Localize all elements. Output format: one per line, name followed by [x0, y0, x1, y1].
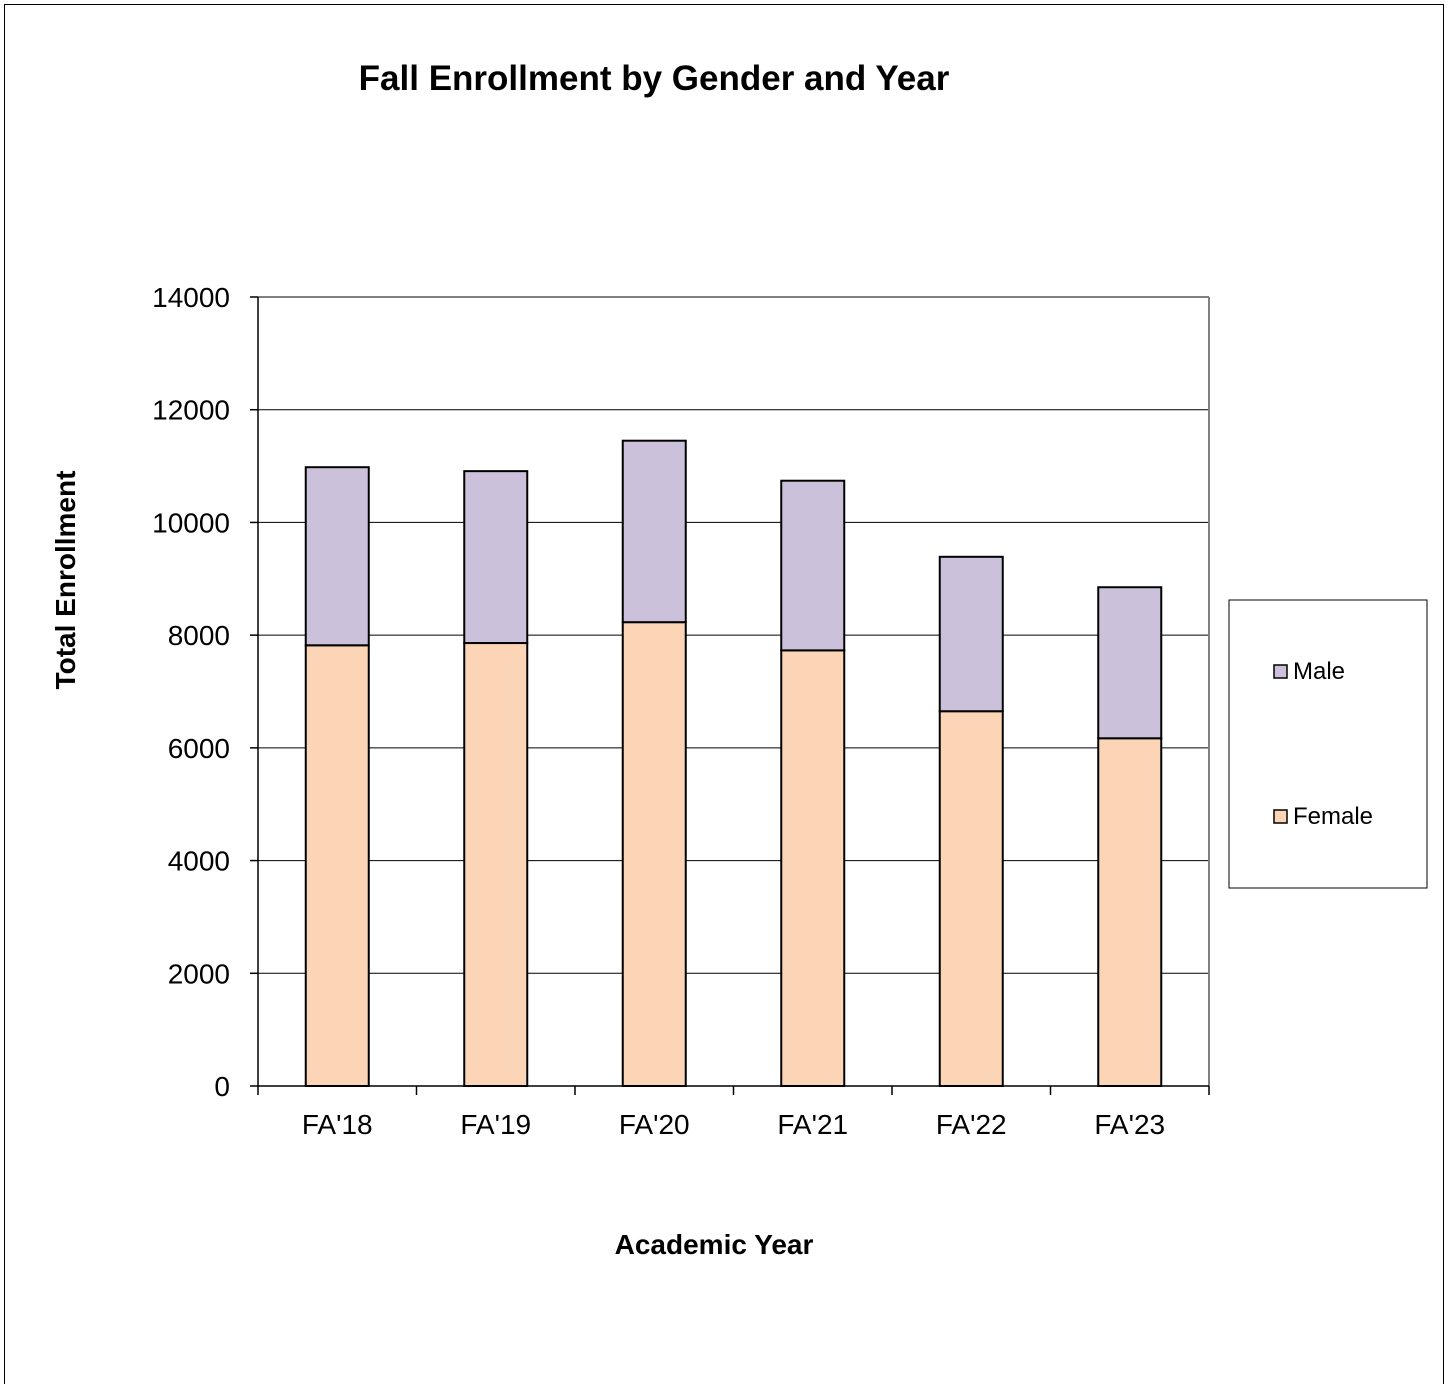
x-axis-title: Academic Year: [615, 1229, 814, 1260]
legend-label-female: Female: [1293, 803, 1373, 830]
bar-female: [463, 642, 529, 1087]
bar-female: [304, 644, 370, 1088]
chart-title: Fall Enrollment by Gender and Year: [359, 59, 950, 98]
legend-swatch-female: [1273, 809, 1288, 824]
bar-female: [780, 649, 846, 1088]
bar-female: [621, 621, 687, 1087]
legend-label-male: Male: [1293, 658, 1345, 685]
legend: Male Female: [1228, 599, 1428, 889]
legend-swatch-male: [1273, 664, 1288, 679]
y-tick-label: 10000: [152, 507, 230, 538]
chart-frame: [4, 4, 1444, 1384]
y-tick-label: 4000: [168, 846, 230, 877]
x-tick-label: FA'20: [619, 1109, 690, 1140]
y-tick-label: 12000: [152, 395, 230, 426]
y-tick-label: 6000: [168, 733, 230, 764]
bar-male: [938, 555, 1004, 713]
bar-male: [304, 466, 370, 647]
y-axis-title: Total Enrollment: [50, 471, 81, 690]
y-tick-label: 2000: [168, 958, 230, 989]
bar-female: [1097, 737, 1163, 1087]
x-tick-label: FA'23: [1094, 1109, 1165, 1140]
x-tick-label: FA'19: [460, 1109, 531, 1140]
bar-male: [463, 470, 529, 645]
bar-male: [621, 439, 687, 624]
y-tick-label: 0: [214, 1071, 230, 1102]
x-tick-label: FA'22: [936, 1109, 1007, 1140]
x-tick-label: FA'18: [302, 1109, 373, 1140]
y-tick-label: 14000: [152, 282, 230, 313]
legend-box: [1228, 599, 1428, 889]
plot-area: 0 2000 4000 6000 8000 10000 12000 14000 FA'18 FA'…: [152, 282, 1210, 1140]
bar-female: [938, 710, 1004, 1087]
x-tick-label: FA'21: [777, 1109, 848, 1140]
y-tick-label: 8000: [168, 620, 230, 651]
bar-male: [780, 479, 846, 652]
bar-male: [1097, 586, 1163, 740]
